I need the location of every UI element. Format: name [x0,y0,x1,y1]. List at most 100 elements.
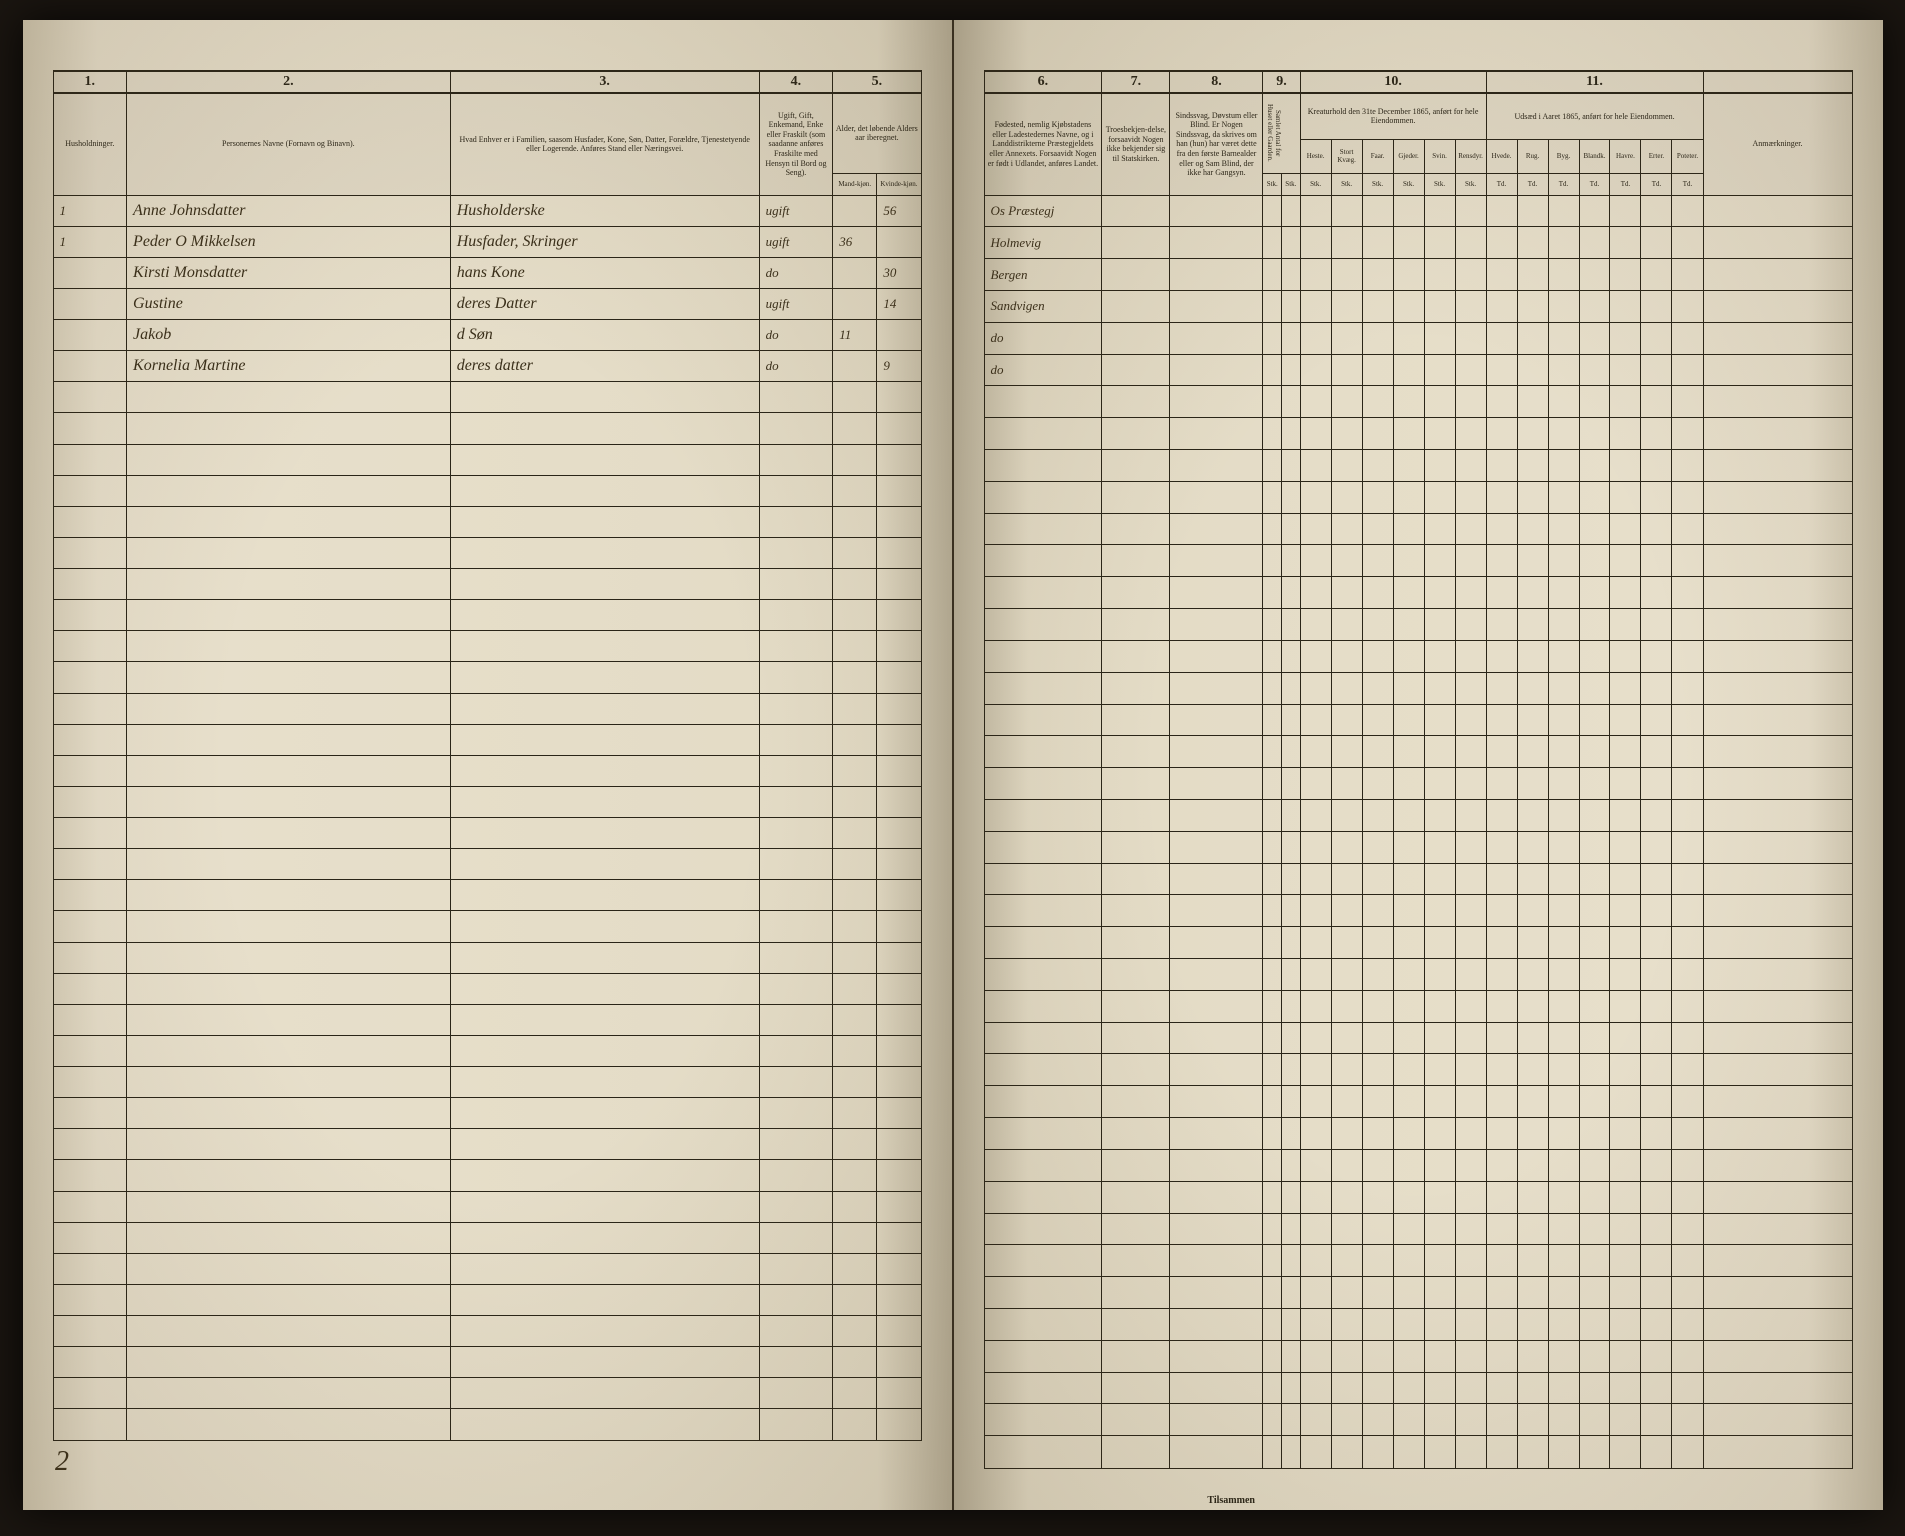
cell-empty [1486,227,1517,259]
table-row [53,973,921,1004]
page-number: 2 [55,1446,69,1477]
cell-age-m [833,257,877,288]
table-row [984,768,1852,800]
table-row [984,1213,1852,1245]
table-row [53,537,921,568]
col-header-1: Husholdninger. [53,93,127,195]
cell-empty [1641,354,1672,386]
col-header-4: Ugift, Gift, Enkemand, Enke eller Fraski… [759,93,833,195]
cell-empty [1300,227,1331,259]
cell-empty [1393,354,1424,386]
table-row [53,1160,921,1191]
cell-empty [1424,259,1455,291]
table-row: Os Præstegj [984,195,1852,227]
cell-empty [1362,290,1393,322]
table-row [53,911,921,942]
table-row: Jakob d Søn do 11 [53,320,921,351]
table-row [53,724,921,755]
cell-empty [1517,227,1548,259]
table-row [984,450,1852,482]
cell-empty [1393,322,1424,354]
cell-empty [1362,322,1393,354]
cell-empty [1300,354,1331,386]
seed-4: Blandk. [1579,139,1610,173]
cell-name: Kornelia Martine [127,351,451,382]
cell-empty [1300,259,1331,291]
table-row: 1 Anne Johnsdatter Husholderske ugift 56 [53,195,921,226]
cell-marital: ugift [759,195,833,226]
cell-name: Kirsti Monsdatter [127,257,451,288]
cell-age-f: 9 [877,351,921,382]
table-row: 1 Peder O Mikkelsen Husfader, Skringer u… [53,226,921,257]
cell-empty [1672,195,1703,227]
cell-empty [1282,259,1301,291]
col-num-11: 11. [1486,71,1703,93]
unit-td: Td. [1672,173,1703,195]
seed-7: Poteter. [1672,139,1703,173]
cell-empty [1610,354,1641,386]
cell-empty [1548,227,1579,259]
cell-age-m [833,288,877,319]
unit-stk: Stk. [1455,173,1486,195]
table-row [984,704,1852,736]
cell-marital: do [759,257,833,288]
unit-stk: Stk. [1300,173,1331,195]
cell-empty [1610,259,1641,291]
cell-empty [1517,195,1548,227]
unit-td: Td. [1548,173,1579,195]
cell-empty [1486,354,1517,386]
table-row [53,600,921,631]
cell-age-m: 11 [833,320,877,351]
cell-empty [1362,195,1393,227]
page-right: 6. 7. 8. 9. 10. 11. Fødested, nemlig Kjø… [954,20,1883,1510]
cell-relation: deres datter [450,351,759,382]
cell-empty [1170,322,1263,354]
table-row [984,1277,1852,1309]
cell-empty [1393,227,1424,259]
seed-3: Byg. [1548,139,1579,173]
cell-age-m: 36 [833,226,877,257]
table-row [53,662,921,693]
col-header-9: Samlet Antal for Huset eller Gaarden. [1263,93,1300,173]
cell-empty [1455,195,1486,227]
col-num-10: 10. [1300,71,1486,93]
col-num-9: 9. [1263,71,1300,93]
table-row [53,755,921,786]
cell-relation: d Søn [450,320,759,351]
cell-empty [1579,227,1610,259]
cell-name: Gustine [127,288,451,319]
cell-empty [1282,227,1301,259]
table-row [53,1129,921,1160]
livestock-1: Heste. [1300,139,1331,173]
col-header-2: Personernes Navne (Fornavn og Binavn). [127,93,451,195]
table-row [53,444,921,475]
livestock-3: Faar. [1362,139,1393,173]
cell-marital: do [759,320,833,351]
table-row [984,831,1852,863]
unit-td: Td. [1517,173,1548,195]
cell-empty [1641,259,1672,291]
cell-empty [1548,259,1579,291]
cell-empty [1102,259,1170,291]
cell-marital: ugift [759,226,833,257]
unit-stk: Stk. [1331,173,1362,195]
cell-empty [1170,227,1263,259]
cell-empty [1672,322,1703,354]
cell-empty [1610,322,1641,354]
cell-empty [1331,290,1362,322]
cell-relation: hans Kone [450,257,759,288]
unit-stk: Stk. [1263,173,1282,195]
cell-empty [1362,259,1393,291]
cell-empty [1610,290,1641,322]
cell-empty [1486,290,1517,322]
cell-birthplace: Sandvigen [984,290,1102,322]
unit-td: Td. [1641,173,1672,195]
cell-age-f: 14 [877,288,921,319]
cell-empty [1548,195,1579,227]
cell-empty [1455,354,1486,386]
cell-household [53,288,127,319]
seed-1: Hvede. [1486,139,1517,173]
table-row [984,927,1852,959]
col-num-8: 8. [1170,71,1263,93]
cell-empty [1579,195,1610,227]
